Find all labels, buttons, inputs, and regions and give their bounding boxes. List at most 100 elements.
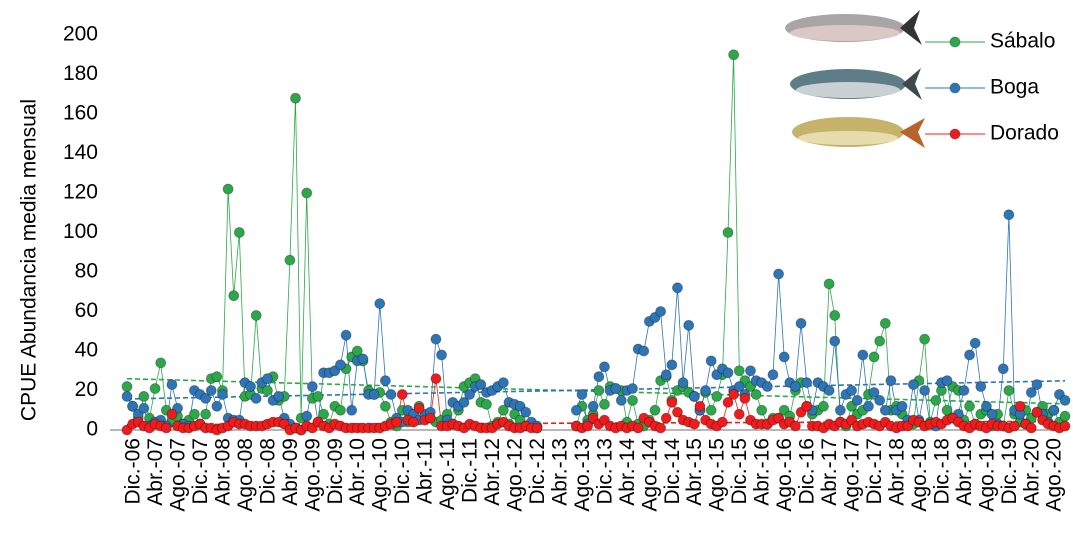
data-point xyxy=(678,378,688,388)
data-point xyxy=(689,391,699,401)
fish-icons xyxy=(785,10,925,148)
data-point xyxy=(734,366,744,376)
x-tick-label: Ago.-08 xyxy=(234,438,257,512)
x-tick-label: Ago.-17 xyxy=(841,438,864,512)
data-point xyxy=(229,291,239,301)
data-point xyxy=(667,397,677,407)
y-tick-label: 40 xyxy=(75,339,98,362)
data-point xyxy=(965,350,975,360)
fish-dorado xyxy=(792,117,925,148)
legend-label: Sábalo xyxy=(990,30,1055,53)
data-point xyxy=(976,382,986,392)
legend-marker xyxy=(950,83,960,93)
data-point xyxy=(139,403,149,413)
data-point xyxy=(1060,411,1070,421)
data-point xyxy=(723,228,733,238)
chart: CPUE Abundancia media mensual 0204060801… xyxy=(0,0,1073,552)
x-tick-label: Abr.-14 xyxy=(616,438,639,506)
data-point xyxy=(729,389,739,399)
x-tick-label: Ago.-19 xyxy=(975,438,998,512)
data-point xyxy=(307,382,317,392)
y-tick-label: 60 xyxy=(75,299,98,322)
data-point xyxy=(498,378,508,388)
data-point xyxy=(847,386,857,396)
data-point xyxy=(392,417,402,427)
series-line xyxy=(127,215,1065,430)
data-point xyxy=(532,423,542,433)
data-point xyxy=(223,184,233,194)
data-point xyxy=(414,403,424,413)
data-point xyxy=(1004,386,1014,396)
data-point xyxy=(313,391,323,401)
data-point xyxy=(819,401,829,411)
data-point xyxy=(880,318,890,328)
data-point xyxy=(588,401,598,411)
data-point xyxy=(965,401,975,411)
data-point xyxy=(341,330,351,340)
data-point xyxy=(380,401,390,411)
data-point xyxy=(869,352,879,362)
markers xyxy=(122,50,1070,435)
data-point xyxy=(830,336,840,346)
x-tick-label: Dic.-19 xyxy=(998,438,1021,505)
x-tick-label: Abr.-17 xyxy=(818,438,841,506)
data-point xyxy=(408,417,418,427)
x-tick-label: Dic.-07 xyxy=(189,438,212,505)
fish-boga xyxy=(790,68,922,100)
data-point xyxy=(734,409,744,419)
x-tick-label: Abr.-08 xyxy=(211,438,234,506)
data-point xyxy=(335,405,345,415)
x-tick-label: Abr.-09 xyxy=(279,438,302,506)
fish-sabalo xyxy=(785,10,922,45)
page: CPUE Abundancia media mensual 0204060801… xyxy=(0,0,1073,557)
data-point xyxy=(335,360,345,370)
data-point xyxy=(717,417,727,427)
x-tick-label: Abr.-10 xyxy=(346,438,369,506)
data-point xyxy=(897,401,907,411)
x-tick-label: Ago.-18 xyxy=(908,438,931,512)
x-tick-label: Dic.-18 xyxy=(930,438,953,505)
x-tick-label: Dic.-08 xyxy=(256,438,279,505)
data-point xyxy=(369,389,379,399)
data-point xyxy=(291,93,301,103)
data-point xyxy=(684,320,694,330)
x-tick-label: Dic.-13 xyxy=(593,438,616,505)
data-point xyxy=(285,255,295,265)
data-point xyxy=(852,395,862,405)
legend-label: Dorado xyxy=(990,122,1059,145)
x-tick-label: Ago.-15 xyxy=(706,438,729,512)
data-point xyxy=(358,354,368,364)
data-point xyxy=(122,391,132,401)
data-point xyxy=(425,413,435,423)
y-tick-label: 120 xyxy=(63,181,98,204)
y-tick-label: 200 xyxy=(63,23,98,46)
data-point xyxy=(745,366,755,376)
data-point xyxy=(206,386,216,396)
x-tick-label: Dic.-16 xyxy=(796,438,819,505)
data-point xyxy=(189,409,199,419)
data-point xyxy=(656,307,666,317)
legend-marker xyxy=(950,129,960,139)
data-point xyxy=(1004,210,1014,220)
data-point xyxy=(122,382,132,392)
data-point xyxy=(790,382,800,392)
data-point xyxy=(599,362,609,372)
data-point xyxy=(667,360,677,370)
data-point xyxy=(201,409,211,419)
x-tick-label: Ago.-13 xyxy=(571,438,594,512)
data-point xyxy=(661,370,671,380)
data-point xyxy=(1060,395,1070,405)
data-point xyxy=(762,382,772,392)
data-point xyxy=(689,419,699,429)
data-point xyxy=(251,310,261,320)
data-point xyxy=(633,423,643,433)
data-point xyxy=(139,391,149,401)
data-point xyxy=(262,374,272,384)
data-point xyxy=(167,380,177,390)
data-point xyxy=(167,409,177,419)
x-tick-label: Ago.-20 xyxy=(1043,438,1066,512)
x-tick-label: Ago.-16 xyxy=(773,438,796,512)
data-point xyxy=(701,386,711,396)
data-point xyxy=(858,350,868,360)
data-point xyxy=(1032,380,1042,390)
